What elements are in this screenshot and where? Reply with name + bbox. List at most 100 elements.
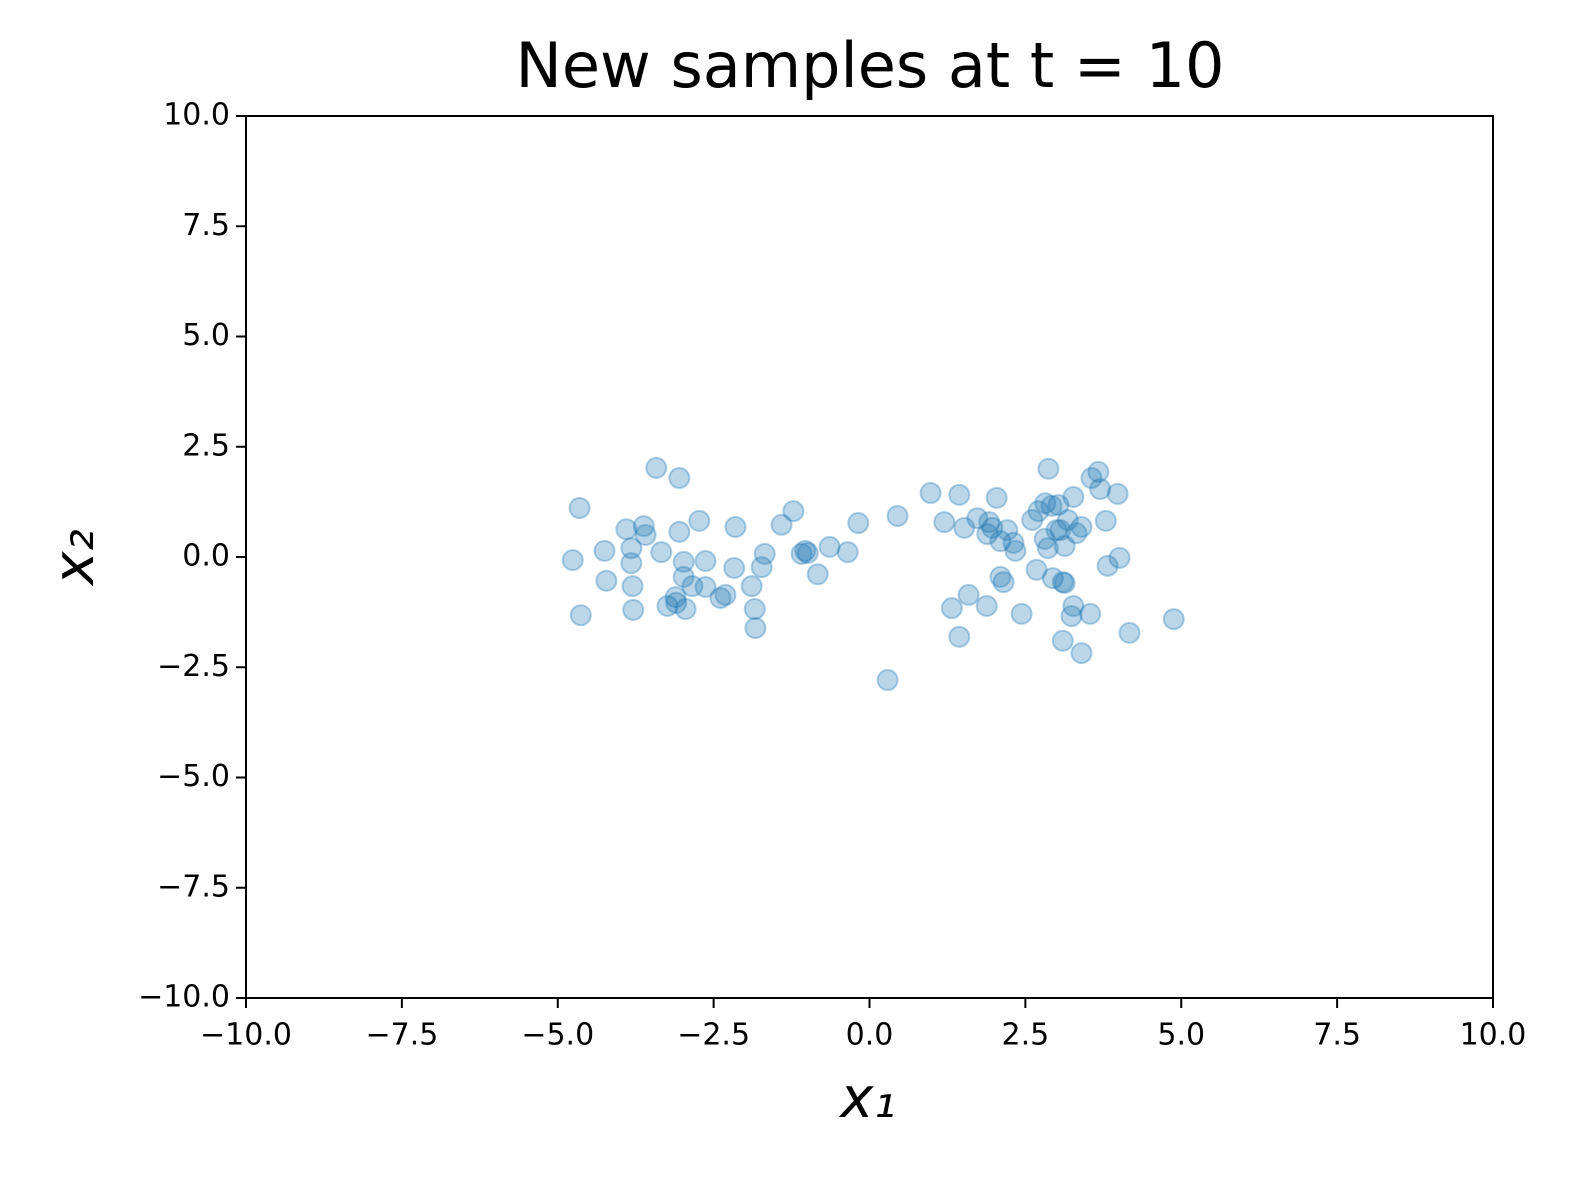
point [1034, 492, 1057, 515]
point [632, 515, 655, 538]
point [1096, 554, 1119, 577]
point [1089, 478, 1112, 501]
point [919, 482, 942, 505]
point [665, 591, 688, 614]
point [1051, 571, 1074, 594]
point [1094, 509, 1117, 532]
point [1070, 642, 1093, 665]
point [976, 523, 999, 546]
point [1041, 567, 1064, 590]
point [1025, 558, 1048, 581]
point [1070, 516, 1093, 539]
point [569, 604, 592, 627]
y-tick-label: −10.0 [138, 980, 230, 1015]
point [1062, 486, 1085, 509]
x-tick-label: −2.5 [677, 1018, 750, 1053]
x-axis-label: x₁ [838, 1066, 896, 1131]
point [1027, 500, 1050, 523]
point [876, 669, 899, 692]
point [1010, 602, 1033, 625]
point [621, 575, 644, 598]
point [1062, 594, 1085, 617]
point [790, 542, 813, 565]
point [782, 500, 805, 523]
point [688, 509, 711, 532]
point [975, 594, 998, 617]
point [650, 541, 673, 564]
point [668, 467, 691, 490]
point [966, 507, 989, 530]
point [794, 539, 817, 562]
point [740, 575, 763, 598]
point [656, 594, 679, 617]
point [1051, 629, 1074, 652]
point [681, 575, 704, 598]
x-tick-label: −10.0 [200, 1018, 292, 1053]
point [1087, 460, 1110, 483]
point [818, 535, 841, 558]
x-tick-label: 5.0 [1157, 1018, 1205, 1053]
point [622, 598, 645, 621]
point [723, 557, 746, 580]
x-tick-label: 7.5 [1313, 1018, 1361, 1053]
point [1004, 539, 1027, 562]
point [1065, 522, 1088, 545]
point [996, 519, 1019, 542]
y-tick-label: 0.0 [182, 539, 230, 574]
point [595, 569, 618, 592]
point [978, 511, 1001, 534]
y-tick-label: 10.0 [163, 98, 230, 133]
y-tick-label: 5.0 [182, 318, 230, 353]
point [1049, 519, 1072, 542]
point [753, 542, 776, 565]
chart-title: New samples at t = 10 [516, 29, 1225, 102]
point [1060, 605, 1083, 628]
point [1047, 493, 1070, 516]
point [1036, 537, 1059, 560]
point [957, 583, 980, 606]
point [940, 597, 963, 620]
y-tick-label: −5.0 [157, 759, 230, 794]
point [744, 617, 767, 640]
point [634, 523, 657, 546]
point [1033, 527, 1056, 550]
point [620, 537, 643, 560]
point [989, 530, 1012, 553]
point [989, 565, 1012, 588]
point [724, 516, 747, 539]
point [1162, 608, 1185, 631]
point [953, 516, 976, 539]
point [1106, 482, 1129, 505]
point [750, 556, 773, 579]
point [672, 550, 695, 573]
x-tick-label: −7.5 [365, 1018, 438, 1053]
point [796, 542, 819, 565]
point [985, 486, 1008, 509]
point [836, 541, 859, 564]
point [806, 563, 829, 586]
point [1079, 602, 1102, 625]
point [1080, 467, 1103, 490]
x-tick-label: 10.0 [1460, 1018, 1527, 1053]
point [709, 587, 732, 610]
point [1037, 457, 1060, 480]
x-tick-label: 2.5 [1002, 1018, 1050, 1053]
point [694, 549, 717, 572]
point [1053, 572, 1076, 595]
point [948, 483, 971, 506]
point [981, 516, 1004, 539]
point [561, 549, 584, 572]
x-tick-label: −5.0 [521, 1018, 594, 1053]
point [933, 511, 956, 534]
point [672, 565, 695, 588]
point [1045, 519, 1068, 542]
point [770, 513, 793, 536]
point [847, 512, 870, 535]
point [743, 598, 766, 621]
y-tick-label: 2.5 [182, 428, 230, 463]
point [645, 456, 668, 479]
point [1021, 508, 1044, 531]
point [1053, 534, 1076, 557]
